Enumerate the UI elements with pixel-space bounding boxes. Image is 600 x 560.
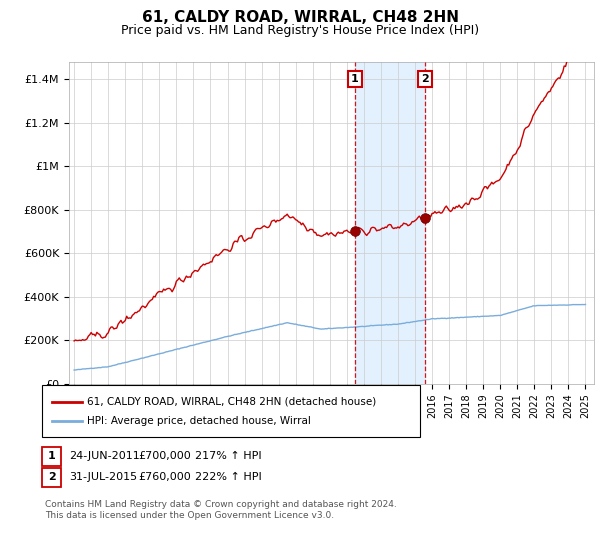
Text: 217% ↑ HPI: 217% ↑ HPI xyxy=(195,451,262,461)
Text: 61, CALDY ROAD, WIRRAL, CH48 2HN (detached house): 61, CALDY ROAD, WIRRAL, CH48 2HN (detach… xyxy=(87,397,376,407)
Text: 24-JUN-2011: 24-JUN-2011 xyxy=(69,451,140,461)
Text: 61, CALDY ROAD, WIRRAL, CH48 2HN: 61, CALDY ROAD, WIRRAL, CH48 2HN xyxy=(142,10,458,25)
Text: 222% ↑ HPI: 222% ↑ HPI xyxy=(195,472,262,482)
Text: 31-JUL-2015: 31-JUL-2015 xyxy=(69,472,137,482)
Text: HPI: Average price, detached house, Wirral: HPI: Average price, detached house, Wirr… xyxy=(87,416,311,426)
Text: £760,000: £760,000 xyxy=(138,472,191,482)
Text: 2: 2 xyxy=(48,472,55,482)
Text: 1: 1 xyxy=(48,451,55,461)
Text: Contains HM Land Registry data © Crown copyright and database right 2024.
This d: Contains HM Land Registry data © Crown c… xyxy=(45,500,397,520)
Bar xyxy=(355,62,425,384)
Text: 1: 1 xyxy=(351,74,359,84)
Text: £700,000: £700,000 xyxy=(138,451,191,461)
Text: 2: 2 xyxy=(421,74,429,84)
Text: Price paid vs. HM Land Registry's House Price Index (HPI): Price paid vs. HM Land Registry's House … xyxy=(121,24,479,37)
